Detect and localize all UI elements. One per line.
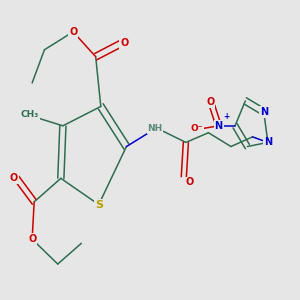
Text: CH₃: CH₃ (21, 110, 39, 119)
Text: N: N (264, 137, 272, 147)
Text: O⁻: O⁻ (191, 124, 203, 133)
Text: O: O (10, 173, 18, 183)
Text: O: O (69, 27, 77, 37)
Text: NH: NH (148, 124, 163, 133)
Text: N: N (214, 121, 223, 131)
Text: N: N (260, 107, 268, 117)
Text: +: + (224, 112, 230, 121)
Text: O: O (120, 38, 128, 48)
Text: O: O (28, 234, 36, 244)
Text: S: S (95, 200, 103, 210)
Text: O: O (186, 178, 194, 188)
Text: O: O (206, 97, 214, 107)
